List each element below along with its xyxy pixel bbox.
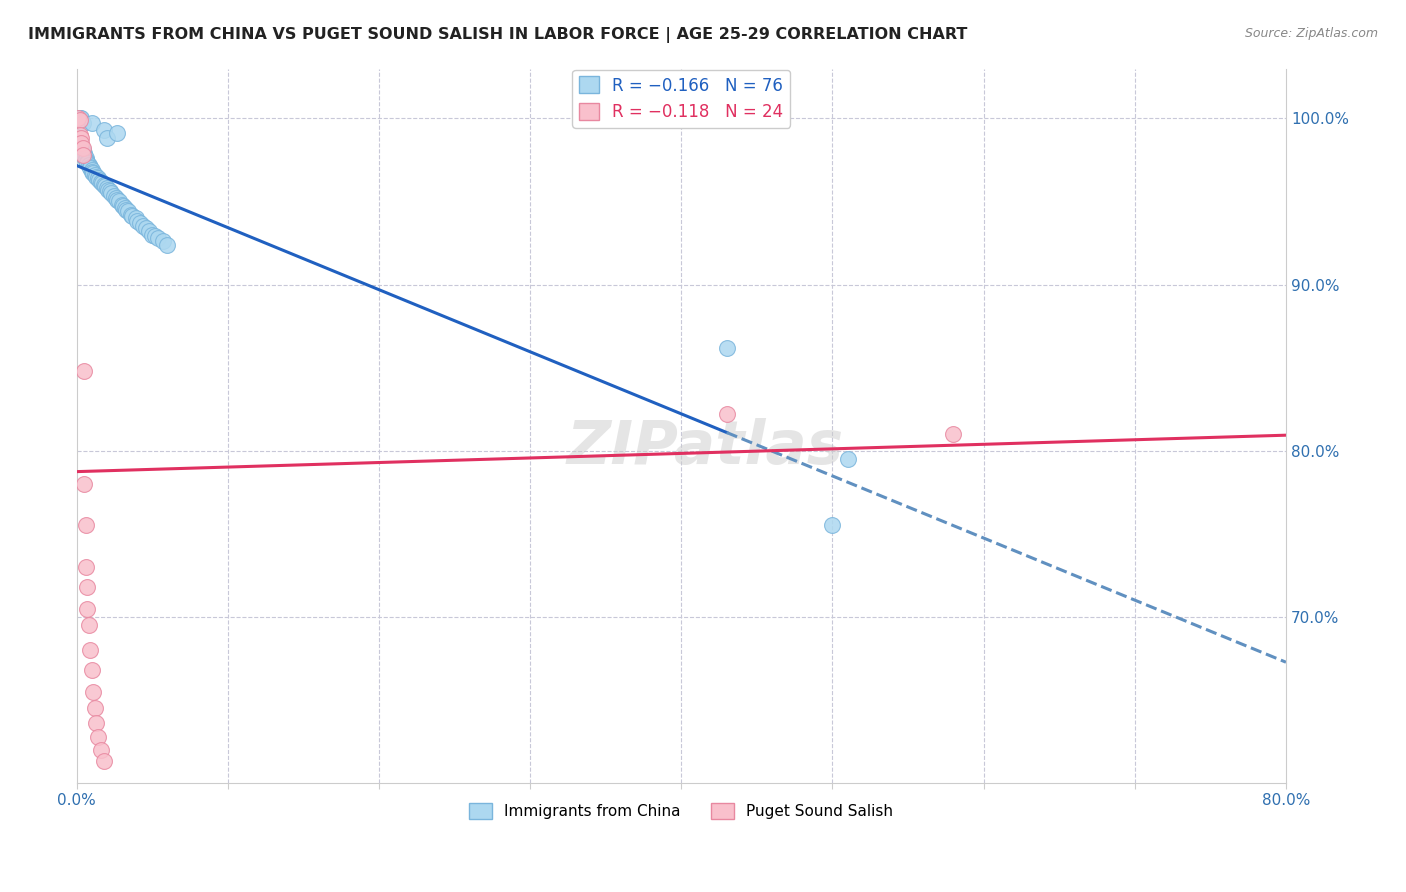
Point bbox=[73, 146, 96, 161]
Point bbox=[148, 231, 170, 245]
Point bbox=[138, 224, 160, 238]
Point bbox=[100, 186, 122, 201]
Point bbox=[82, 166, 104, 180]
Point bbox=[72, 116, 94, 130]
Point bbox=[132, 219, 155, 234]
Point bbox=[73, 477, 96, 491]
Point bbox=[75, 560, 97, 574]
Text: Source: ZipAtlas.com: Source: ZipAtlas.com bbox=[1244, 27, 1378, 40]
Point bbox=[70, 131, 93, 145]
Point bbox=[120, 208, 142, 222]
Point bbox=[129, 216, 152, 230]
Point bbox=[91, 176, 114, 190]
Point bbox=[84, 716, 107, 731]
Point bbox=[72, 148, 94, 162]
Point bbox=[117, 204, 139, 219]
Point bbox=[93, 178, 115, 192]
Point bbox=[89, 173, 111, 187]
Point bbox=[152, 235, 174, 249]
Point bbox=[111, 198, 134, 212]
Point bbox=[76, 580, 98, 594]
Point bbox=[94, 179, 117, 194]
Point bbox=[70, 138, 93, 153]
Point bbox=[80, 162, 103, 177]
Point bbox=[76, 154, 98, 169]
Point bbox=[70, 112, 93, 126]
Point bbox=[70, 114, 93, 128]
Point bbox=[70, 141, 93, 155]
Point bbox=[83, 168, 105, 182]
Point bbox=[83, 701, 105, 715]
Point bbox=[96, 181, 118, 195]
Point bbox=[79, 161, 101, 176]
Point bbox=[93, 755, 115, 769]
Point bbox=[76, 601, 98, 615]
Point bbox=[80, 663, 103, 677]
Point bbox=[69, 112, 91, 126]
Point bbox=[80, 164, 103, 178]
Point bbox=[73, 364, 96, 378]
Point bbox=[716, 341, 738, 355]
Point bbox=[135, 221, 157, 235]
Point bbox=[105, 193, 128, 207]
Legend: Immigrants from China, Puget Sound Salish: Immigrants from China, Puget Sound Salis… bbox=[463, 797, 900, 825]
Point bbox=[70, 139, 93, 153]
Point bbox=[76, 156, 98, 170]
Point bbox=[821, 518, 844, 533]
Point bbox=[90, 743, 112, 757]
Point bbox=[67, 138, 90, 153]
Point bbox=[69, 128, 91, 142]
Point bbox=[69, 139, 91, 153]
Point bbox=[70, 136, 93, 151]
Point bbox=[716, 407, 738, 421]
Point bbox=[75, 153, 97, 167]
Point bbox=[143, 229, 166, 244]
Point bbox=[72, 143, 94, 157]
Point bbox=[80, 116, 103, 130]
Point bbox=[84, 169, 107, 184]
Point bbox=[75, 518, 97, 533]
Point bbox=[141, 227, 163, 242]
Point bbox=[67, 112, 90, 126]
Point bbox=[79, 643, 101, 657]
Point bbox=[121, 210, 143, 224]
Point bbox=[115, 202, 138, 217]
Point bbox=[69, 138, 91, 153]
Point bbox=[72, 145, 94, 159]
Point bbox=[837, 452, 859, 467]
Point bbox=[108, 194, 131, 209]
Point bbox=[114, 201, 136, 215]
Point bbox=[90, 174, 112, 188]
Point bbox=[156, 237, 179, 252]
Point bbox=[93, 123, 115, 137]
Point bbox=[124, 211, 146, 225]
Point bbox=[73, 150, 96, 164]
Point bbox=[79, 160, 101, 174]
Point bbox=[87, 730, 110, 744]
Point bbox=[73, 148, 96, 162]
Point bbox=[97, 183, 120, 197]
Point bbox=[105, 126, 128, 140]
Point bbox=[82, 684, 104, 698]
Point bbox=[67, 139, 90, 153]
Text: ZIPatlas: ZIPatlas bbox=[567, 417, 844, 476]
Point bbox=[69, 113, 91, 128]
Point bbox=[104, 191, 127, 205]
Point bbox=[69, 136, 91, 151]
Point bbox=[96, 131, 118, 145]
Point bbox=[125, 214, 148, 228]
Point bbox=[87, 171, 110, 186]
Point bbox=[77, 158, 100, 172]
Point bbox=[112, 199, 135, 213]
Point bbox=[98, 185, 121, 199]
Point bbox=[72, 141, 94, 155]
Point bbox=[103, 189, 125, 203]
Point bbox=[75, 151, 97, 165]
Point bbox=[77, 618, 100, 632]
Point bbox=[942, 427, 965, 442]
Text: IMMIGRANTS FROM CHINA VS PUGET SOUND SALISH IN LABOR FORCE | AGE 25-29 CORRELATI: IMMIGRANTS FROM CHINA VS PUGET SOUND SAL… bbox=[28, 27, 967, 43]
